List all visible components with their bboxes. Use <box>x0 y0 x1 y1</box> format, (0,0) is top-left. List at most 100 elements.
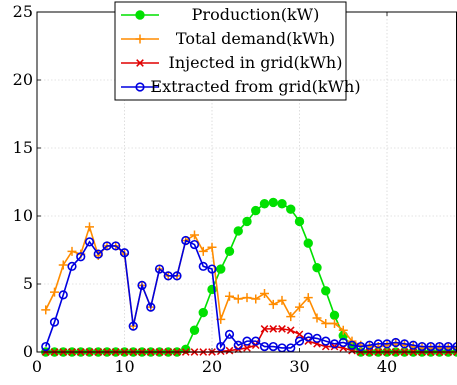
data-point <box>128 321 138 331</box>
data-point <box>277 295 287 305</box>
legend-marker <box>135 82 145 92</box>
data-point <box>242 216 252 227</box>
data-point <box>330 318 339 328</box>
data-point <box>278 325 286 333</box>
data-point <box>321 336 331 346</box>
data-point <box>58 290 68 300</box>
data-point <box>225 346 234 355</box>
series-group <box>41 197 457 357</box>
data-point <box>216 341 226 352</box>
data-point <box>76 252 86 262</box>
legend-marker <box>135 34 145 44</box>
data-point <box>189 239 200 250</box>
data-point <box>233 340 243 350</box>
y-tick-label: 25 <box>13 2 33 21</box>
y-tick-label: 10 <box>13 206 33 225</box>
data-point <box>312 262 322 273</box>
data-point <box>303 238 313 248</box>
data-point <box>417 341 427 352</box>
data-point <box>373 339 383 349</box>
data-point <box>356 341 366 352</box>
data-point <box>260 289 269 299</box>
data-point <box>338 325 348 335</box>
data-point <box>224 246 235 257</box>
data-point <box>295 330 304 339</box>
data-point <box>242 293 252 303</box>
data-point <box>277 199 287 209</box>
data-point <box>312 313 322 323</box>
data-point <box>321 286 331 296</box>
legend-item: Production(kW) <box>121 5 319 24</box>
x-tick-label: 30 <box>289 357 309 376</box>
data-point <box>181 235 191 246</box>
y-tick-label: 0 <box>23 342 33 361</box>
x-tick-label: 10 <box>114 357 134 376</box>
data-point <box>233 226 243 236</box>
x-tick-label: 20 <box>202 357 222 376</box>
data-point <box>67 246 77 256</box>
tick-labels: 0 10 20 30 40 0 5 10 15 20 25 <box>13 2 398 376</box>
data-point <box>233 294 243 304</box>
legend-box <box>114 1 347 101</box>
data-point <box>321 318 331 328</box>
legend-marker <box>136 59 144 67</box>
data-point <box>111 241 121 251</box>
data-point <box>330 342 339 351</box>
data-point <box>137 280 147 290</box>
y-tick-label: 15 <box>13 138 33 157</box>
series-line <box>45 201 457 353</box>
data-point <box>434 341 445 352</box>
data-point <box>286 204 296 214</box>
legend-item: Total demand(kWh) <box>121 29 335 48</box>
data-point <box>347 340 357 350</box>
legend-item: Injected in grid(kWh) <box>121 53 342 72</box>
y-tick-label: 20 <box>13 70 33 89</box>
data-point <box>190 230 199 240</box>
data-point <box>251 294 261 304</box>
data-point <box>329 339 340 349</box>
legend-label: Total demand(kWh) <box>176 29 335 48</box>
data-point <box>163 271 173 281</box>
data-point <box>50 287 59 297</box>
data-point <box>251 336 261 346</box>
y-tick-label: 5 <box>23 274 33 293</box>
data-point <box>295 302 304 312</box>
data-point <box>207 264 217 274</box>
data-point <box>49 317 60 327</box>
data-point <box>408 340 418 350</box>
data-point <box>172 271 182 281</box>
data-point <box>391 337 401 348</box>
legend: Production(kW) Total demand(kWh) Injected … <box>114 1 361 101</box>
data-point <box>329 310 340 320</box>
series-line <box>44 239 457 349</box>
legend-label: Extracted from grid(kWh) <box>150 77 360 96</box>
data-point <box>268 299 278 309</box>
data-point <box>189 325 200 335</box>
data-point <box>312 333 322 344</box>
data-point <box>102 241 112 251</box>
data-point <box>251 205 261 216</box>
data-point <box>443 341 453 352</box>
data-point <box>294 336 305 346</box>
data-point <box>67 261 77 271</box>
data-point <box>269 325 278 333</box>
data-point <box>154 264 165 274</box>
data-point <box>303 332 313 342</box>
data-point <box>260 325 269 333</box>
data-point <box>268 341 278 352</box>
data-point <box>452 341 457 352</box>
legend-label: Production(kW) <box>192 5 320 24</box>
data-point <box>198 307 208 318</box>
data-point <box>146 302 156 312</box>
data-point <box>58 260 68 270</box>
data-point <box>85 222 94 232</box>
data-point <box>286 312 296 322</box>
data-point <box>41 305 51 315</box>
legend-marker <box>135 10 145 20</box>
data-point <box>364 340 375 350</box>
data-point <box>93 249 103 259</box>
data-point <box>382 339 392 349</box>
series-4 <box>41 235 457 353</box>
data-point <box>224 329 235 339</box>
